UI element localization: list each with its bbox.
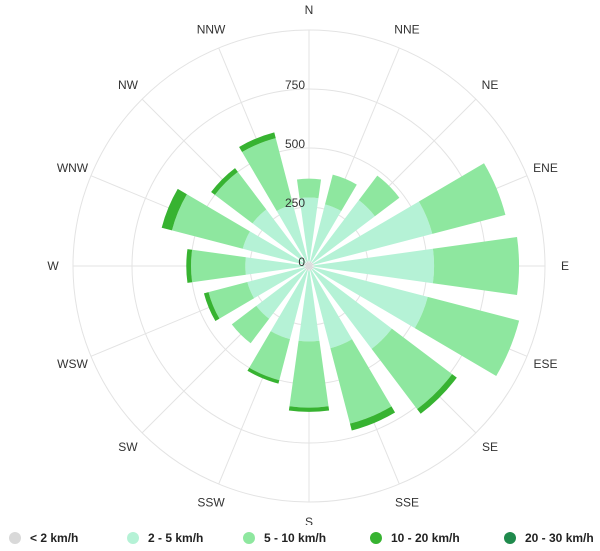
bar-wsw-series-2 xyxy=(247,267,305,299)
direction-label-wnw: WNW xyxy=(57,161,89,175)
wind-rose-chart: 0 250 500 750 N NNE NE ENE E ESE SE SSE S SSW SW WSW W W… xyxy=(47,3,569,525)
bar-wnw-series-4 xyxy=(161,188,187,231)
bar-wnw-series-3 xyxy=(171,194,250,249)
bar-ne-series-1 xyxy=(309,262,313,266)
bar-s-series-2 xyxy=(298,270,320,342)
bar-n-series-1 xyxy=(308,261,310,266)
legend-label: < 2 km/h xyxy=(30,531,79,545)
bar-wsw-series-3 xyxy=(208,282,255,319)
direction-label-ne: NE xyxy=(482,78,499,92)
bar-nne-series-2 xyxy=(310,204,342,262)
bar-ne-series-3 xyxy=(358,175,400,217)
legend-item[interactable]: < 2 km/h xyxy=(9,527,78,549)
bar-nw-series-4 xyxy=(211,168,238,195)
legend: < 2 km/h 2 - 5 km/h 5 - 10 km/h 10 - 20 km/… xyxy=(0,527,600,549)
bar-nnw-series-3 xyxy=(242,138,293,212)
bar-ssw-series-3 xyxy=(249,331,290,381)
bar-ese-series-3 xyxy=(414,296,520,376)
bar-e-series-2 xyxy=(313,248,435,284)
radial-tick-0: 0 xyxy=(298,255,305,269)
bar-n-series-2 xyxy=(299,197,319,262)
bar-w-series-4 xyxy=(186,249,193,283)
direction-label-ese: ESE xyxy=(534,357,558,371)
bar-sse-series-1 xyxy=(309,266,312,271)
legend-item[interactable]: 5 - 10 km/h xyxy=(243,527,326,549)
legend-item[interactable]: 2 - 5 km/h xyxy=(127,527,203,549)
bar-ene-series-1 xyxy=(309,263,314,266)
direction-label-nne: NNE xyxy=(394,22,419,36)
direction-labels: N NNE NE ENE E ESE SE SSE S SSW SW WSW W WNW NW NNW xyxy=(47,3,569,525)
bar-nw-series-1 xyxy=(305,262,309,266)
bar-s-series-3 xyxy=(289,340,329,408)
bar-ese-series-2 xyxy=(313,267,428,329)
legend-swatch xyxy=(504,532,516,544)
direction-label-nw: NW xyxy=(118,78,139,92)
bar-sse-series-2 xyxy=(310,270,353,349)
bar-s-series-1 xyxy=(308,266,310,271)
bar-sse-series-4 xyxy=(349,406,396,431)
legend-item[interactable]: 20 - 30 km/h xyxy=(504,527,594,549)
direction-label-se: SE xyxy=(482,440,498,454)
bar-e-series-3 xyxy=(432,237,520,295)
bar-w-series-2 xyxy=(245,257,305,275)
bar-ssw-series-1 xyxy=(306,266,309,271)
bar-wsw-series-1 xyxy=(304,266,309,269)
bar-nnw-series-4 xyxy=(239,132,276,153)
legend-swatch xyxy=(370,532,382,544)
direction-label-s: S xyxy=(305,515,313,525)
radial-tick-500: 500 xyxy=(285,137,305,151)
legend-label: 20 - 30 km/h xyxy=(525,531,594,545)
direction-label-wsw: WSW xyxy=(57,357,88,371)
radial-tick-250: 250 xyxy=(285,196,305,210)
bar-wnw-series-1 xyxy=(304,263,309,266)
bar-sw-series-1 xyxy=(305,266,309,270)
bar-s-series-4 xyxy=(288,406,330,412)
bar-se-series-1 xyxy=(309,266,313,270)
radial-tick-labels: 0 250 500 750 xyxy=(285,78,305,269)
legend-label: 2 - 5 km/h xyxy=(148,531,204,545)
legend-label: 10 - 20 km/h xyxy=(391,531,460,545)
bar-ssw-series-2 xyxy=(270,270,308,340)
bar-ene-series-2 xyxy=(313,201,433,265)
bars xyxy=(161,132,520,431)
bar-se-series-4 xyxy=(417,374,457,414)
bar-nnw-series-2 xyxy=(276,204,308,262)
direction-label-e: E xyxy=(561,259,569,273)
bar-nnw-series-1 xyxy=(306,261,309,266)
direction-label-ene: ENE xyxy=(533,161,558,175)
bar-se-series-2 xyxy=(311,268,392,349)
legend-label: 5 - 10 km/h xyxy=(264,531,327,545)
bar-wsw-series-4 xyxy=(203,292,220,321)
bar-e-series-1 xyxy=(309,265,314,267)
direction-label-sse: SSE xyxy=(395,496,419,510)
bar-w-series-1 xyxy=(304,265,309,267)
direction-label-sw: SW xyxy=(118,440,138,454)
bar-ne-series-2 xyxy=(311,200,375,264)
bar-nne-series-3 xyxy=(325,174,357,212)
bar-n-series-3 xyxy=(296,178,322,199)
bar-se-series-3 xyxy=(371,328,453,410)
bar-ssw-series-4 xyxy=(247,367,280,384)
legend-swatch xyxy=(243,532,255,544)
legend-item[interactable]: 10 - 20 km/h xyxy=(370,527,460,549)
direction-label-n: N xyxy=(305,3,314,17)
bar-sw-series-3 xyxy=(231,305,270,344)
radial-tick-750: 750 xyxy=(285,78,305,92)
bar-sse-series-3 xyxy=(330,339,392,424)
bar-sw-series-2 xyxy=(256,268,307,319)
bar-wnw-series-2 xyxy=(242,231,305,265)
bar-ene-series-3 xyxy=(418,163,506,234)
bar-nw-series-3 xyxy=(214,171,267,224)
direction-label-w: W xyxy=(47,259,59,273)
direction-label-nnw: NNW xyxy=(197,22,226,36)
legend-swatch xyxy=(9,532,21,544)
bar-nw-series-2 xyxy=(252,209,307,264)
bar-ese-series-1 xyxy=(309,266,314,269)
bar-nne-series-1 xyxy=(309,261,312,266)
bar-w-series-3 xyxy=(191,249,246,283)
legend-swatch xyxy=(127,532,139,544)
direction-label-ssw: SSW xyxy=(197,496,225,510)
